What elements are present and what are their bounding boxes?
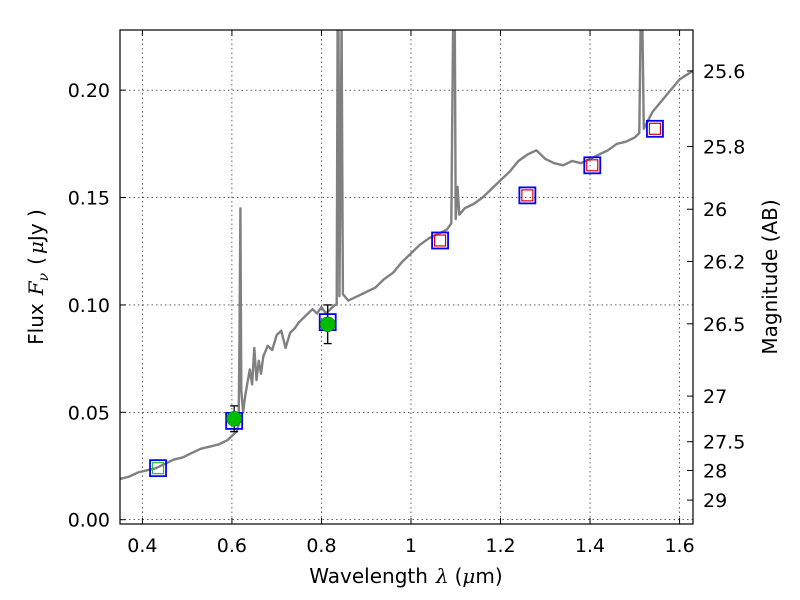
sed-model-layer xyxy=(120,30,693,481)
axis-ticks: 0.4 0.6 0.8 1 1.2 1.4 1.6 0.00 0.05 0.10 0.15 0.20 2… xyxy=(68,30,745,557)
y-tick-label: 0.00 xyxy=(68,510,110,532)
observed-circle-marker xyxy=(226,410,242,427)
x-tick-label: 0.8 xyxy=(306,535,336,557)
plot-frame xyxy=(119,29,694,525)
y2-tick-label: 25.6 xyxy=(703,61,745,83)
y2-tick-label: 28 xyxy=(703,460,727,482)
y-tick-label: 0.10 xyxy=(68,295,110,317)
model-square-marker xyxy=(151,462,165,475)
y2-tick-label: 26 xyxy=(703,199,727,221)
y2-tick-label: 25.8 xyxy=(703,136,745,158)
observed-circle-marker xyxy=(319,316,336,333)
sed-model-line xyxy=(120,30,693,481)
x-tick-label: 0.4 xyxy=(127,535,157,557)
x-tick-label: 0.6 xyxy=(217,535,247,557)
x-axis-label: Wavelength λ (μm) xyxy=(309,564,502,588)
y-axis-label: FluxFν(μJy ) xyxy=(24,209,52,345)
model-square-marker xyxy=(586,159,599,172)
y2-tick-label: 29 xyxy=(703,490,727,512)
x-tick-label: 1.4 xyxy=(575,535,605,557)
photometry-square-marker xyxy=(149,459,167,478)
y-tick-label: 0.05 xyxy=(68,402,110,424)
x-tick-label: 1.6 xyxy=(664,535,694,557)
model-square-marker xyxy=(648,122,662,135)
y2-tick-label: 26.5 xyxy=(703,314,745,336)
y-tick-label: 0.20 xyxy=(68,80,110,102)
photometry-square-marker xyxy=(583,156,602,175)
model-square-marker xyxy=(521,189,534,202)
photometry-square-marker xyxy=(431,231,449,250)
grid-lines xyxy=(120,30,693,524)
y-tick-label: 0.15 xyxy=(68,188,110,210)
plot-background xyxy=(120,30,693,524)
photometry-square-marker xyxy=(646,119,664,138)
photometry-square-marker xyxy=(518,186,537,205)
y2-axis-label: Magnitude (AB) xyxy=(758,199,782,354)
x-tick-label: 1.2 xyxy=(485,535,515,557)
x-tick-label: 1 xyxy=(405,535,417,557)
y2-tick-label: 26.2 xyxy=(703,251,745,273)
y2-tick-label: 27.5 xyxy=(703,432,745,454)
photometry-markers xyxy=(149,119,664,478)
model-square-marker xyxy=(433,234,447,247)
y2-tick-label: 27 xyxy=(703,386,727,408)
